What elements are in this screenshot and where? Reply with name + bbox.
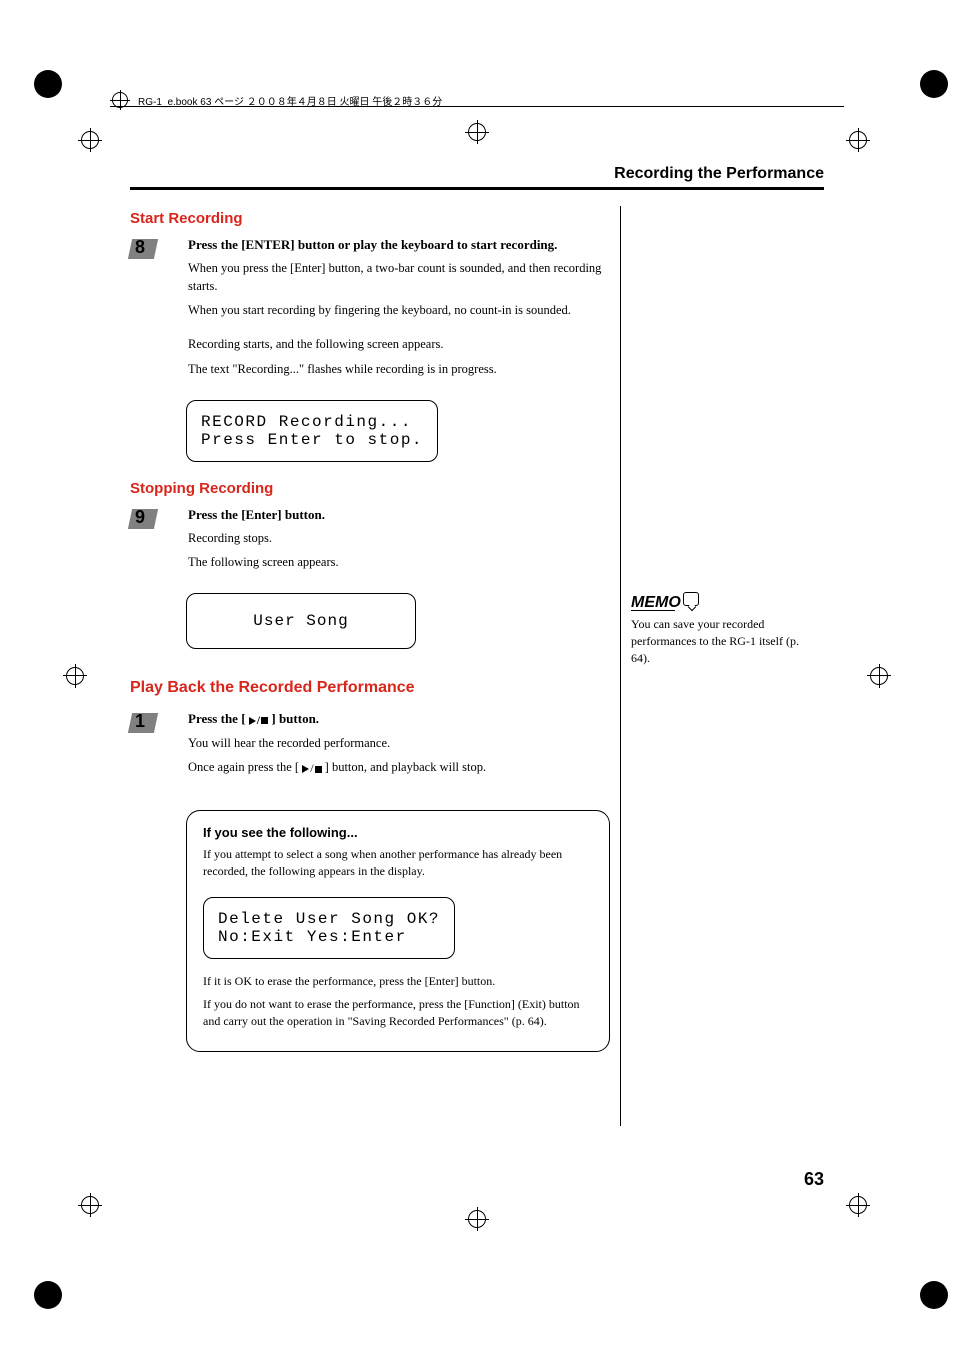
page-content: Recording the Performance Start Recordin… (130, 165, 824, 1186)
callout-body1: If you attempt to select a song when ano… (203, 846, 593, 881)
callout-heading: If you see the following... (203, 825, 593, 840)
callout-box: If you see the following... If you attem… (186, 810, 610, 1052)
lcd-delete-line2: No:Exit Yes:Enter (218, 928, 440, 946)
registration-mark-tr (846, 128, 876, 158)
step-8-body3: Recording starts, and the following scre… (188, 335, 610, 353)
step-9: 9 Press the [Enter] button. Recording st… (130, 507, 610, 577)
step-8-lead: Press the [ENTER] button or play the key… (188, 237, 610, 253)
step-1-body1: You will hear the recorded performance. (188, 734, 610, 752)
step-8: 8 Press the [ENTER] button or play the k… (130, 237, 610, 384)
memo-block: MEMO You can save your recorded performa… (631, 594, 820, 666)
step-1-lead-prefix: Press the [ (188, 711, 249, 726)
step-1-body2: Once again press the [ / ] button, and p… (188, 758, 610, 778)
registration-mark-bottom (465, 1207, 489, 1231)
lcd-user-song-line1: User Song (201, 612, 401, 630)
memo-bubble-icon (683, 592, 699, 606)
memo-label-text: MEMO (631, 594, 681, 611)
play-stop-icon: / (302, 759, 321, 778)
callout-body3: If you do not want to erase the performa… (203, 996, 593, 1031)
step-number-8: 8 (130, 237, 164, 258)
callout-body2: If it is OK to erase the performance, pr… (203, 973, 593, 990)
playback-heading: Play Back the Recorded Performance (130, 679, 610, 697)
play-stop-icon: / (249, 712, 268, 729)
lcd-delete-song: Delete User Song OK? No:Exit Yes:Enter (203, 897, 455, 959)
memo-label: MEMO (631, 594, 699, 612)
header-book-info: RG-1_e.book 63 ページ ２００８年４月８日 火曜日 午後２時３６分 (138, 93, 442, 108)
step-8-body4: The text "Recording..." flashes while re… (188, 360, 610, 378)
step-9-body1: Recording stops. (188, 529, 610, 547)
step-8-body2: When you start recording by fingering th… (188, 301, 610, 319)
step-number-1: 1 (130, 711, 164, 732)
sidebar-column: MEMO You can save your recorded performa… (620, 206, 824, 1126)
step-1-body2-suffix: ] button, and playback will stop. (322, 760, 487, 774)
start-recording-heading: Start Recording (130, 210, 610, 227)
step-9-body2: The following screen appears. (188, 553, 610, 571)
page-number: 63 (804, 1169, 824, 1190)
step-1: 1 Press the [ / ] button. You will hear … (130, 711, 610, 784)
step-1-lead: Press the [ / ] button. (188, 711, 610, 728)
header-line: RG-1_e.book 63 ページ ２００８年４月８日 火曜日 午後２時３６分 (110, 90, 844, 110)
lcd-recording-line2: Press Enter to stop. (201, 431, 423, 449)
step-9-lead: Press the [Enter] button. (188, 507, 610, 523)
memo-text: You can save your recorded performances … (631, 616, 820, 666)
chapter-title: Recording the Performance (130, 165, 824, 183)
registration-mark-tl (78, 128, 108, 158)
lcd-recording-line1: RECORD Recording... (201, 413, 423, 431)
registration-mark-bl (78, 1193, 108, 1223)
step-1-lead-suffix: ] button. (268, 711, 319, 726)
step-8-body1: When you press the [Enter] button, a two… (188, 259, 610, 295)
lcd-user-song: User Song (186, 593, 416, 649)
horizontal-rule (130, 187, 824, 190)
registration-mark-top (465, 120, 489, 144)
lcd-recording: RECORD Recording... Press Enter to stop. (186, 400, 438, 462)
registration-mark-right (867, 664, 891, 688)
header-registration-icon (110, 90, 130, 110)
stopping-recording-heading: Stopping Recording (130, 480, 610, 497)
registration-mark-left (63, 664, 87, 688)
registration-mark-br (846, 1193, 876, 1223)
main-column: Start Recording 8 Press the [ENTER] butt… (130, 206, 620, 1126)
step-1-body2-prefix: Once again press the [ (188, 760, 302, 774)
step-number-9: 9 (130, 507, 164, 528)
lcd-delete-line1: Delete User Song OK? (218, 910, 440, 928)
